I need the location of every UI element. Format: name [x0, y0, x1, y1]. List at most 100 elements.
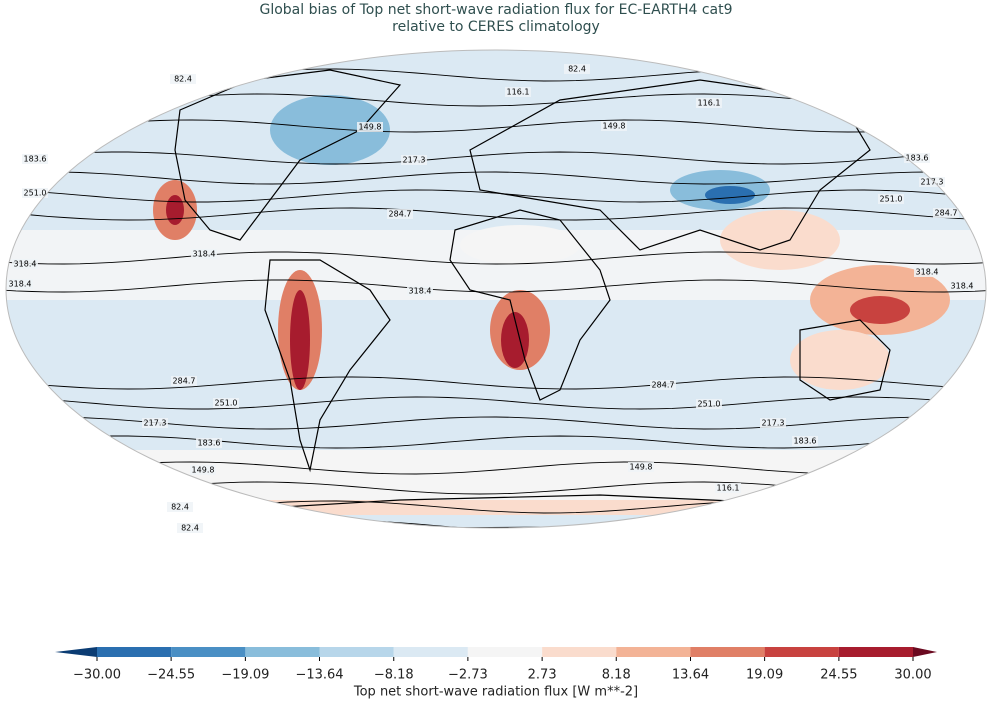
contour-label-bg — [650, 380, 676, 390]
contour-label-bg — [505, 87, 531, 97]
contour-label: 318.4 — [14, 260, 37, 269]
contour-line — [6, 189, 986, 203]
contour-label-bg — [696, 399, 722, 409]
contour-label: 284.7 — [652, 381, 675, 390]
colorbar-bin — [616, 647, 691, 657]
contour-label: 318.4 — [193, 250, 216, 259]
contour-label-bg — [22, 154, 48, 164]
contour-label-bg — [949, 281, 975, 291]
contour-label-bg — [696, 98, 722, 108]
contour-label-bg — [213, 398, 239, 408]
colorbar-over — [913, 647, 937, 657]
contour-label: 149.8 — [603, 122, 626, 131]
colorbar-tick-label: −19.09 — [221, 668, 269, 683]
contour-label: 116.1 — [698, 99, 721, 108]
contour-label: 217.3 — [921, 178, 944, 187]
contour-label-bg — [564, 64, 590, 74]
colorbar-tick-label: −30.00 — [73, 668, 121, 683]
contour-label: 318.4 — [9, 280, 32, 289]
map-field — [6, 50, 986, 528]
colorbar-bin — [319, 647, 394, 657]
contour-label-bg — [167, 502, 193, 512]
contour-label-bg — [792, 436, 818, 446]
contour-label-bg — [171, 376, 197, 386]
contour-label-bg — [177, 523, 203, 533]
contour-label: 251.0 — [24, 189, 47, 198]
contour-label-bg — [715, 483, 741, 493]
colorbar-under — [55, 647, 97, 657]
contour-label: 183.6 — [198, 439, 221, 448]
contour-label: 183.6 — [906, 154, 929, 163]
contour-label-bg — [914, 267, 940, 277]
contour-label-bg — [357, 122, 383, 132]
contour-label-bg — [190, 465, 216, 475]
contour-label-bg — [760, 418, 786, 428]
colorbar-bin — [764, 647, 839, 657]
contour-label-bg — [628, 462, 654, 472]
contour-label: 217.3 — [403, 156, 426, 165]
contour-label: 318.4 — [409, 287, 432, 296]
chart-subtitle: relative to CERES climatology — [392, 19, 600, 35]
contour-label: 116.1 — [507, 88, 530, 97]
contour-line — [6, 171, 986, 185]
colorbar-bin — [838, 647, 913, 657]
contour-label-bg — [387, 209, 413, 219]
contour-label-bg — [22, 188, 48, 198]
contour-label-bg — [7, 279, 33, 289]
contour-label-bg — [170, 74, 196, 84]
colorbar-tick-label: −2.73 — [448, 668, 488, 683]
colorbar-bin — [245, 647, 320, 657]
contour-label: 149.8 — [192, 466, 215, 475]
contour-label: 149.8 — [359, 123, 382, 132]
contour-label: 183.6 — [794, 437, 817, 446]
contour-line — [6, 279, 986, 293]
colorbar-bin — [171, 647, 246, 657]
contour-label: 251.0 — [698, 400, 721, 409]
colorbar-tick-label: −13.64 — [295, 668, 343, 683]
colorbar-tick-label: −8.18 — [374, 668, 414, 683]
colorbar-tick-label: −24.55 — [147, 668, 195, 683]
colorbar-tick-label: 13.64 — [672, 668, 709, 683]
contour-label: 284.7 — [935, 209, 958, 218]
colorbar-bin — [542, 647, 617, 657]
contour-label: 318.4 — [951, 282, 974, 291]
contour-label: 82.4 — [171, 503, 189, 512]
contour-line — [6, 119, 986, 133]
contour-label: 116.1 — [717, 484, 740, 493]
contour-label: 82.4 — [181, 524, 199, 533]
contour-label: 284.7 — [389, 210, 412, 219]
colorbar-tick-label: 19.09 — [746, 668, 783, 683]
contour-label-bg — [196, 438, 222, 448]
contour-line — [6, 151, 986, 165]
contour-label: 217.3 — [762, 419, 785, 428]
contour-label-bg — [407, 286, 433, 296]
contour-label-bg — [401, 155, 427, 165]
contour-label: 183.6 — [24, 155, 47, 164]
contour-line — [6, 376, 986, 390]
contours: 82.4 82.4 82.4 82.4 116.1 116.1 116.1 149.8 149.… — [6, 64, 986, 533]
contour-label: 284.7 — [173, 377, 196, 386]
contour-line — [6, 251, 986, 265]
contour-label: 217.3 — [144, 419, 167, 428]
contour-label-bg — [904, 153, 930, 163]
chart-title: Global bias of Top net short-wave radiat… — [259, 2, 732, 18]
contour-label-bg — [601, 121, 627, 131]
contour-label-bg — [191, 249, 217, 259]
contour-label: 82.4 — [568, 65, 586, 74]
contour-label: 82.4 — [174, 75, 192, 84]
contour-line — [6, 396, 986, 410]
colorbar-tick-label: 24.55 — [820, 668, 857, 683]
contour-label-bg — [919, 177, 945, 187]
colorbar-bin — [690, 647, 765, 657]
colorbar-tick-label: 8.18 — [602, 668, 631, 683]
contour-label: 251.0 — [215, 399, 238, 408]
contour-line — [6, 435, 986, 449]
contour-label: 251.0 — [880, 195, 903, 204]
contour-label: 318.4 — [916, 268, 939, 277]
contour-label-bg — [878, 194, 904, 204]
contour-label: 149.8 — [630, 463, 653, 472]
colorbar: −30.00 −24.55 −19.09 −13.64 −8.18 −2.73 2.73 8.… — [55, 647, 937, 683]
contour-label-bg — [142, 418, 168, 428]
colorbar-bin — [393, 647, 468, 657]
